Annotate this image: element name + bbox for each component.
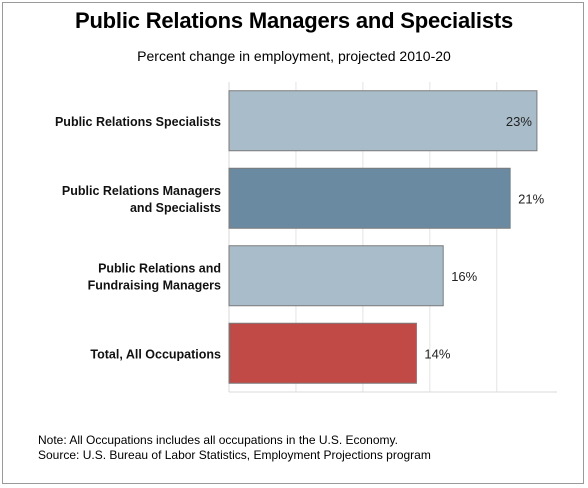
category-label: Public Relations Managers — [62, 184, 221, 198]
chart-title: Public Relations Managers and Specialist… — [74, 8, 514, 33]
data-label: 16% — [451, 269, 477, 284]
category-label: and Specialists — [130, 201, 221, 215]
data-label: 14% — [424, 346, 450, 361]
data-label: 21% — [518, 191, 544, 206]
data-label: 23% — [506, 114, 532, 129]
bar — [228, 245, 444, 307]
category-label: Public Relations Specialists — [55, 115, 221, 129]
category-label: Total, All Occupations — [90, 347, 221, 361]
footnote-note: Note: All Occupations includes all occup… — [38, 433, 398, 447]
chart-subtitle: Percent change in employment, projected … — [137, 48, 451, 64]
bar — [228, 322, 417, 384]
footnote-source: Source: U.S. Bureau of Labor Statistics,… — [38, 448, 431, 462]
category-label: Fundraising Managers — [88, 278, 221, 292]
category-label: Public Relations and — [98, 261, 221, 275]
bar — [228, 167, 511, 229]
bar — [228, 90, 538, 152]
chart-frame — [2, 2, 584, 484]
